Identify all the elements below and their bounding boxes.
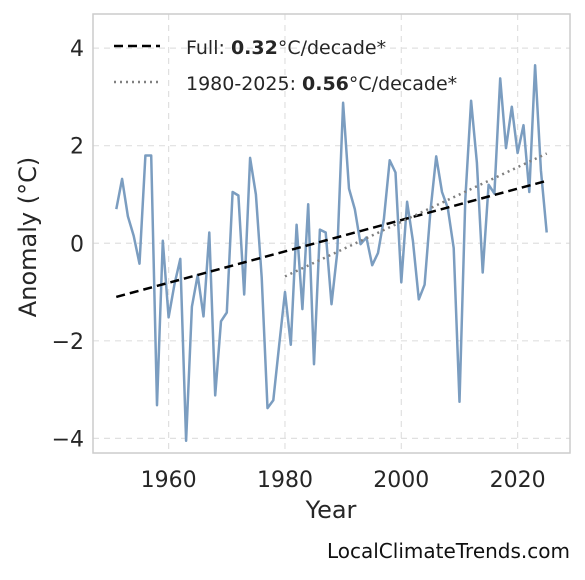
x-axis-label: Year [305, 496, 357, 524]
legend-recent-prefix: 1980-2025: [186, 73, 302, 95]
y-axis-label: Anomaly (°C) [14, 157, 42, 317]
legend-recent-label: 1980-2025: 0.56°C/decade* [186, 73, 457, 95]
x-tick-label: 2000 [373, 468, 429, 493]
y-tick-label: 0 [70, 232, 84, 257]
y-tick-labels: −4 −2 0 2 4 [52, 37, 84, 452]
series-layer [115, 63, 548, 443]
x-tick-label: 2020 [490, 468, 546, 493]
legend-recent-suffix: °C/decade* [349, 73, 457, 95]
y-tick-label: 4 [70, 37, 84, 62]
plot-frame [92, 13, 571, 454]
recent-trend-line [284, 152, 548, 278]
legend-full-label: Full: 0.32°C/decade* [186, 37, 386, 59]
x-tick-label: 1960 [141, 468, 197, 493]
anomaly-series-line [115, 63, 548, 443]
legend: Full: 0.32°C/decade* 1980-2025: 0.56°C/d… [114, 37, 457, 95]
legend-full-prefix: Full: [186, 37, 231, 59]
legend-recent-value: 0.56 [302, 73, 349, 95]
plot-background [93, 14, 570, 453]
grid [93, 14, 570, 453]
trend-layer [115, 152, 548, 299]
x-tick-labels: 1960 1980 2000 2020 [141, 468, 546, 493]
full-trend-line [115, 179, 548, 299]
watermark: LocalClimateTrends.com [326, 539, 570, 563]
y-tick-label: −4 [52, 427, 84, 452]
y-tick-label: 2 [70, 135, 84, 160]
legend-full-value: 0.32 [231, 37, 278, 59]
temperature-anomaly-chart: 1960 1980 2000 2020 −4 −2 0 2 4 Year Anomaly (°… [14, 13, 571, 524]
legend-full-suffix: °C/decade* [278, 37, 386, 59]
y-tick-label: −2 [52, 330, 84, 355]
x-tick-label: 1980 [257, 468, 313, 493]
